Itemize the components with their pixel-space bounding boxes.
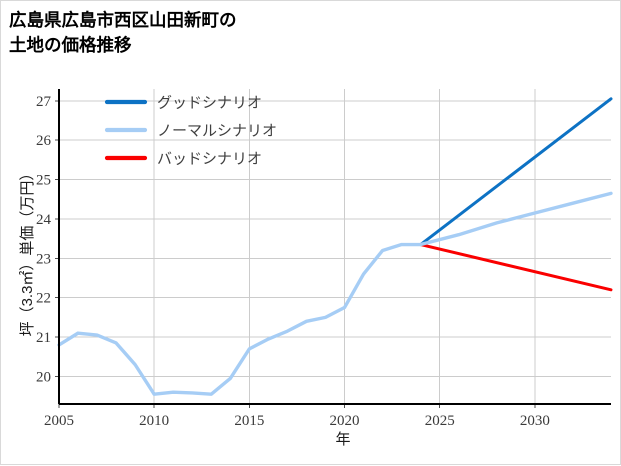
y-tick-label: 22 [36,291,51,307]
series-line-グッドシナリオ [419,97,613,247]
legend-label-bad-scenario: バッドシナリオ [157,152,262,168]
x-tick-label: 2025 [425,413,455,429]
series-line-ノーマルシナリオ [57,191,613,396]
x-tick-label: 2005 [44,413,74,429]
axis-spines [58,89,611,405]
y-axis-title: 坪（3.3㎡）単価（万円） [19,166,36,337]
data-series [57,97,613,396]
y-tick-label: 25 [36,173,51,189]
y-axis-tick-labels: 20 21 22 23 24 25 26 27 [36,94,52,386]
y-tick-label: 20 [36,369,51,385]
legend-label-normal-scenario: ノーマルシナリオ [157,124,277,140]
x-tick-label: 2030 [520,413,550,429]
x-axis-tick-labels: 2005 2010 2015 2020 2025 2030 [44,413,550,429]
gridlines [58,89,611,404]
x-axis-title: 年 [335,431,350,448]
series-line-バッドシナリオ [419,243,613,292]
y-tick-label: 23 [36,251,51,267]
y-tick-label: 21 [36,330,51,346]
y-tick-label: 27 [36,94,52,110]
x-tick-label: 2010 [139,413,169,429]
page-title: 広島県広島市西区山田新町の 土地の価格推移 [9,10,237,55]
x-tick-label: 2020 [330,413,360,429]
legend-label-good-scenario: グッドシナリオ [157,95,262,112]
y-tick-label: 24 [36,212,52,228]
y-tick-label: 26 [36,133,52,149]
x-tick-label: 2015 [234,413,264,429]
